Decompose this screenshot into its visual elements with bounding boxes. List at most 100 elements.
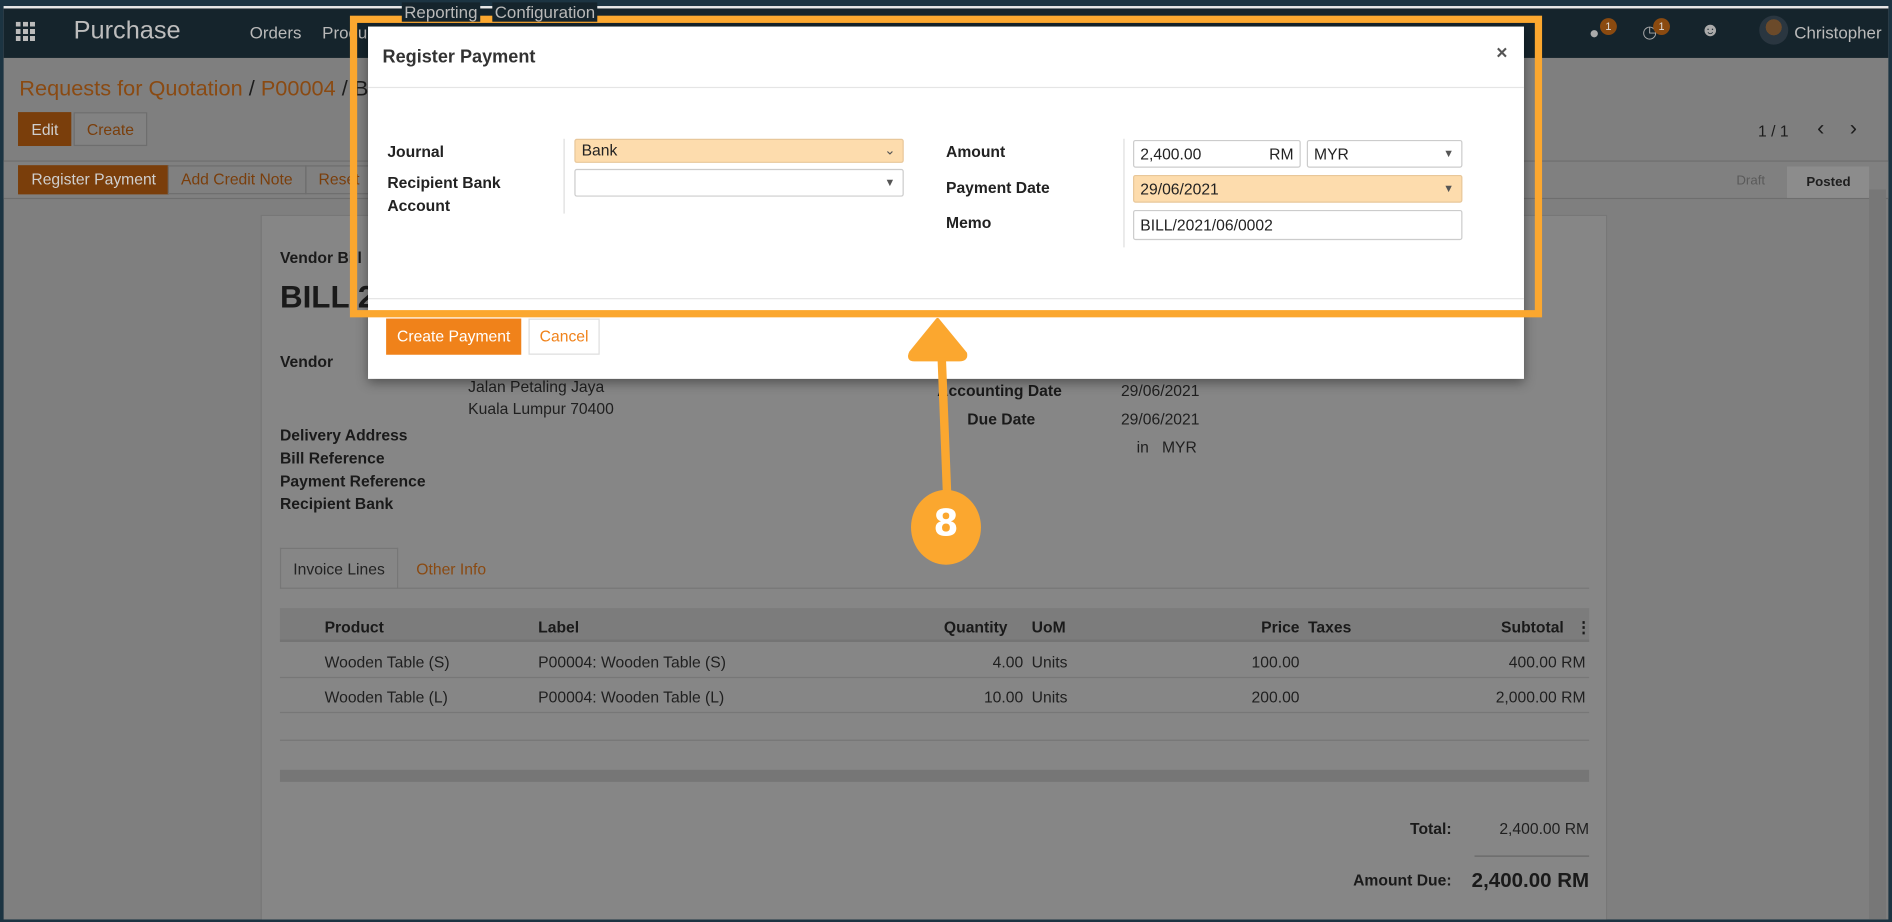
messages-icon[interactable]: ● — [1589, 22, 1600, 43]
cell-subtotal: 400.00 RM — [1508, 652, 1586, 671]
pager-prev-icon[interactable]: ‹ — [1817, 115, 1825, 140]
cancel-button[interactable]: Cancel — [528, 318, 600, 355]
column-options-icon[interactable]: ⋮ — [1575, 617, 1592, 636]
table-row[interactable]: Wooden Table (L) P00004: Wooden Table (L… — [279, 679, 1590, 714]
amount-due-value: 2,400.00 RM — [1471, 868, 1590, 892]
payment-reference-label: Payment Reference — [279, 471, 426, 490]
breadcrumb-po[interactable]: P00004 — [260, 76, 336, 101]
col-label[interactable]: Label — [538, 617, 580, 636]
recipient-bank-select[interactable]: ▼ — [574, 168, 904, 197]
amount-unit: RM — [1269, 144, 1294, 163]
invoice-lines-table: Product Label Quantity UoM Price Taxes S… — [279, 608, 1592, 741]
tab-other-info[interactable]: Other Info — [416, 559, 487, 578]
register-payment-dialog: Register Payment × Journal Bank ⌄ Recipie… — [368, 26, 1524, 379]
tab-divider — [279, 587, 1590, 589]
bill-reference-label: Bill Reference — [279, 448, 385, 467]
register-payment-button[interactable]: Register Payment — [18, 165, 170, 195]
amount-value: 2,400.00 — [1140, 144, 1202, 163]
breadcrumb-current: B — [353, 76, 369, 101]
vendor-address-line: Kuala Lumpur 70400 — [468, 399, 614, 418]
table-header: Product Label Quantity UoM Price Taxes S… — [279, 608, 1592, 642]
avatar[interactable] — [1759, 15, 1789, 45]
create-payment-button[interactable]: Create Payment — [386, 318, 522, 355]
due-date-label: Due Date — [967, 410, 1036, 429]
bill-title: BILL 2 — [279, 278, 376, 315]
dialog-footer-divider — [368, 298, 1524, 300]
memo-input[interactable]: BILL/2021/06/0002 — [1133, 209, 1463, 241]
cell-quantity: 10.00 — [983, 687, 1024, 706]
right-divider — [1123, 138, 1125, 248]
cell-label: P00004: Wooden Table (S) — [538, 652, 726, 671]
delivery-address-label: Delivery Address — [279, 425, 408, 445]
col-price[interactable]: Price — [1261, 617, 1300, 636]
journal-value: Bank — [581, 141, 618, 160]
amount-due-label: Amount Due: — [1353, 871, 1452, 890]
currency-prefix: in — [1136, 438, 1149, 457]
state-draft: Draft — [1736, 173, 1766, 189]
breadcrumb-sep: / — [341, 76, 348, 101]
col-uom[interactable]: UoM — [1031, 617, 1066, 636]
pager-next-icon[interactable]: › — [1849, 115, 1858, 140]
journal-select[interactable]: Bank ⌄ — [574, 138, 904, 163]
col-product[interactable]: Product — [324, 617, 384, 636]
scrollbar[interactable] — [1869, 189, 1886, 920]
amount-input[interactable]: 2,400.00 RM — [1133, 139, 1301, 168]
step-number: 8 — [933, 503, 959, 546]
memo-label: Memo — [945, 213, 992, 232]
cell-price: 200.00 — [1251, 687, 1300, 706]
arrow-shaft — [936, 339, 952, 502]
due-divider — [1474, 855, 1590, 857]
payment-date-input[interactable]: 29/06/2021 ▼ — [1133, 174, 1463, 203]
chevron-down-icon: ⌄ — [884, 143, 896, 159]
col-subtotal[interactable]: Subtotal — [1501, 617, 1564, 636]
cell-product: Wooden Table (L) — [324, 687, 448, 706]
cell-uom: Units — [1031, 652, 1068, 671]
apps-menu-icon[interactable] — [15, 21, 35, 42]
col-taxes[interactable]: Taxes — [1307, 617, 1352, 636]
breadcrumb: Requests for Quotation / P00004 / B — [19, 76, 368, 101]
menu-orders[interactable]: Orders — [249, 22, 302, 43]
arrow-head-icon — [908, 317, 968, 362]
cell-product: Wooden Table (S) — [324, 652, 450, 671]
currency-value: MYR — [1314, 144, 1349, 163]
memo-value: BILL/2021/06/0002 — [1140, 215, 1273, 235]
left-divider — [563, 138, 565, 214]
emoji-icon[interactable]: ☻ — [1700, 20, 1721, 42]
payment-date-value: 29/06/2021 — [1140, 179, 1219, 198]
cell-label: P00004: Wooden Table (L) — [538, 687, 725, 706]
due-date-value: 29/06/2021 — [1120, 410, 1200, 429]
col-quantity[interactable]: Quantity — [943, 617, 1008, 636]
caret-down-icon: ▼ — [884, 176, 896, 189]
state-posted: Posted — [1787, 166, 1870, 198]
currency-link[interactable]: MYR — [1161, 438, 1197, 457]
bill-type-label: Vendor Bill — [279, 248, 362, 267]
currency-select[interactable]: MYR ▼ — [1306, 139, 1463, 168]
dialog-header-divider — [368, 86, 1524, 89]
menu-reporting[interactable]: Reporting — [401, 2, 480, 22]
recipient-bank-label: Recipient Bank — [279, 494, 394, 513]
breadcrumb-sep: / — [248, 76, 255, 101]
edit-button[interactable]: Edit — [18, 112, 72, 147]
create-button[interactable]: Create — [73, 112, 148, 147]
breadcrumb-rfq[interactable]: Requests for Quotation — [19, 76, 243, 101]
app-title: Purchase — [73, 16, 181, 45]
caret-down-icon: ▼ — [1443, 147, 1454, 160]
messages-badge: 1 — [1599, 18, 1617, 35]
total-value: 2,400.00 RM — [1499, 819, 1590, 838]
vendor-label: Vendor — [279, 352, 334, 371]
table-row[interactable]: Wooden Table (S) P00004: Wooden Table (S… — [279, 644, 1590, 679]
pager: 1 / 1 — [1758, 121, 1789, 140]
user-name[interactable]: Christopher — [1794, 22, 1882, 43]
recipient-bank-label: Recipient Bank Account — [387, 173, 501, 215]
cell-quantity: 4.00 — [992, 652, 1024, 671]
menu-configuration[interactable]: Configuration — [492, 2, 598, 22]
close-icon[interactable]: × — [1496, 43, 1508, 64]
accounting-date-value: 29/06/2021 — [1120, 381, 1200, 400]
cell-subtotal: 2,000.00 RM — [1495, 687, 1586, 706]
table-row-empty — [279, 714, 1590, 741]
tab-label: Invoice Lines — [293, 559, 385, 578]
tab-invoice-lines[interactable]: Invoice Lines — [279, 547, 399, 589]
step-badge — [911, 489, 981, 565]
cell-uom: Units — [1031, 687, 1068, 706]
